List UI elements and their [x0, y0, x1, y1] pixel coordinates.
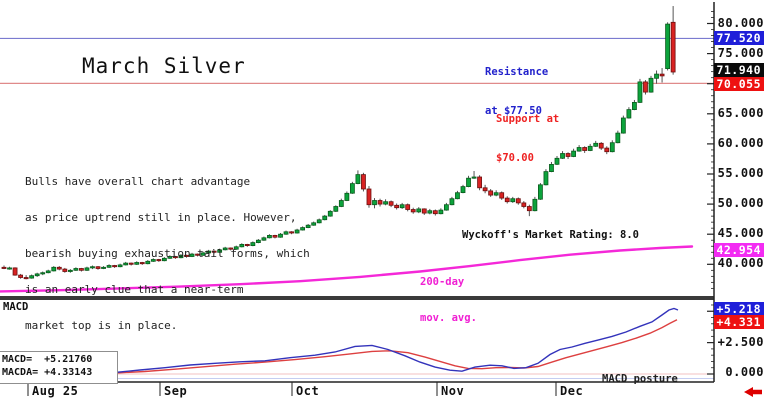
price-tick-40: 40.000 [717, 256, 764, 270]
macd-value-badge: +5.218 [714, 302, 764, 316]
chart-title: March Silver [82, 54, 246, 78]
support-annotation: Support at $70.00 [496, 87, 559, 191]
scroll-left-arrow-icon [744, 387, 762, 397]
analyst-comment: Bulls have overall chart advantage as pr… [25, 152, 310, 356]
ma200-price-badge: 42.954 [714, 243, 764, 257]
resistance-price-badge: 77.520 [714, 31, 764, 45]
support-price-badge: 70.055 [714, 77, 764, 91]
comment-line: bearish buying exhaustion tail forms, wh… [25, 247, 310, 260]
macd-posture-annotation: MACD posture is neutral [602, 347, 678, 400]
ma200-line2: mov. avg. [420, 312, 477, 324]
comment-line: market top is in place. [25, 319, 178, 332]
ma200-line1: 200-day [420, 276, 465, 288]
resistance-line1: Resistance [485, 66, 549, 78]
macda-value-badge: +4.331 [714, 315, 764, 329]
macda-legend-value: MACDA= +4.33143 [2, 367, 93, 378]
price-tick-45: 45.000 [717, 226, 764, 240]
resistance-line2: at $77.50 [485, 105, 542, 117]
x-axis-label-aug: Aug 25 [32, 384, 79, 398]
ma200-annotation: 200-day mov. avg. [420, 252, 477, 348]
price-tick-80: 80.000 [717, 16, 764, 30]
price-tick-55: 55.000 [717, 166, 764, 180]
price-tick-50: 50.000 [717, 196, 764, 210]
comment-line: as price uptrend still in place. However… [25, 211, 297, 224]
comment-line: Bulls have overall chart advantage [25, 175, 251, 188]
macd-panel-label: MACD [3, 301, 29, 313]
price-tick-60: 60.000 [717, 136, 764, 150]
macd-tick-0: 0.000 [725, 365, 764, 379]
support-line1: Support at [496, 113, 560, 125]
price-tick-65: 65.000 [717, 106, 764, 120]
x-axis-label-nov: Nov [441, 384, 465, 398]
macd-posture-line1: MACD posture [602, 373, 678, 385]
support-line2: $70.00 [496, 152, 534, 164]
macd-legend-value: MACD= +5.21760 [2, 354, 93, 365]
macd-tick-2-5: +2.500 [717, 335, 764, 349]
price-tick-75: 75.000 [717, 46, 764, 60]
x-axis-label-dec: Dec [560, 384, 584, 398]
wyckoff-rating: Wyckoff's Market Rating: 8.0 [462, 229, 640, 241]
macd-legend-box: MACD= +5.21760 MACDA= +4.33143 [0, 351, 118, 384]
x-axis-label-oct: Oct [296, 384, 320, 398]
last-price-badge: 71.940 [714, 63, 764, 77]
comment-line: is an early clue that a near-term [25, 283, 244, 296]
resistance-annotation: Resistance at $77.50 [485, 40, 548, 144]
x-axis-label-sep: Sep [164, 384, 188, 398]
